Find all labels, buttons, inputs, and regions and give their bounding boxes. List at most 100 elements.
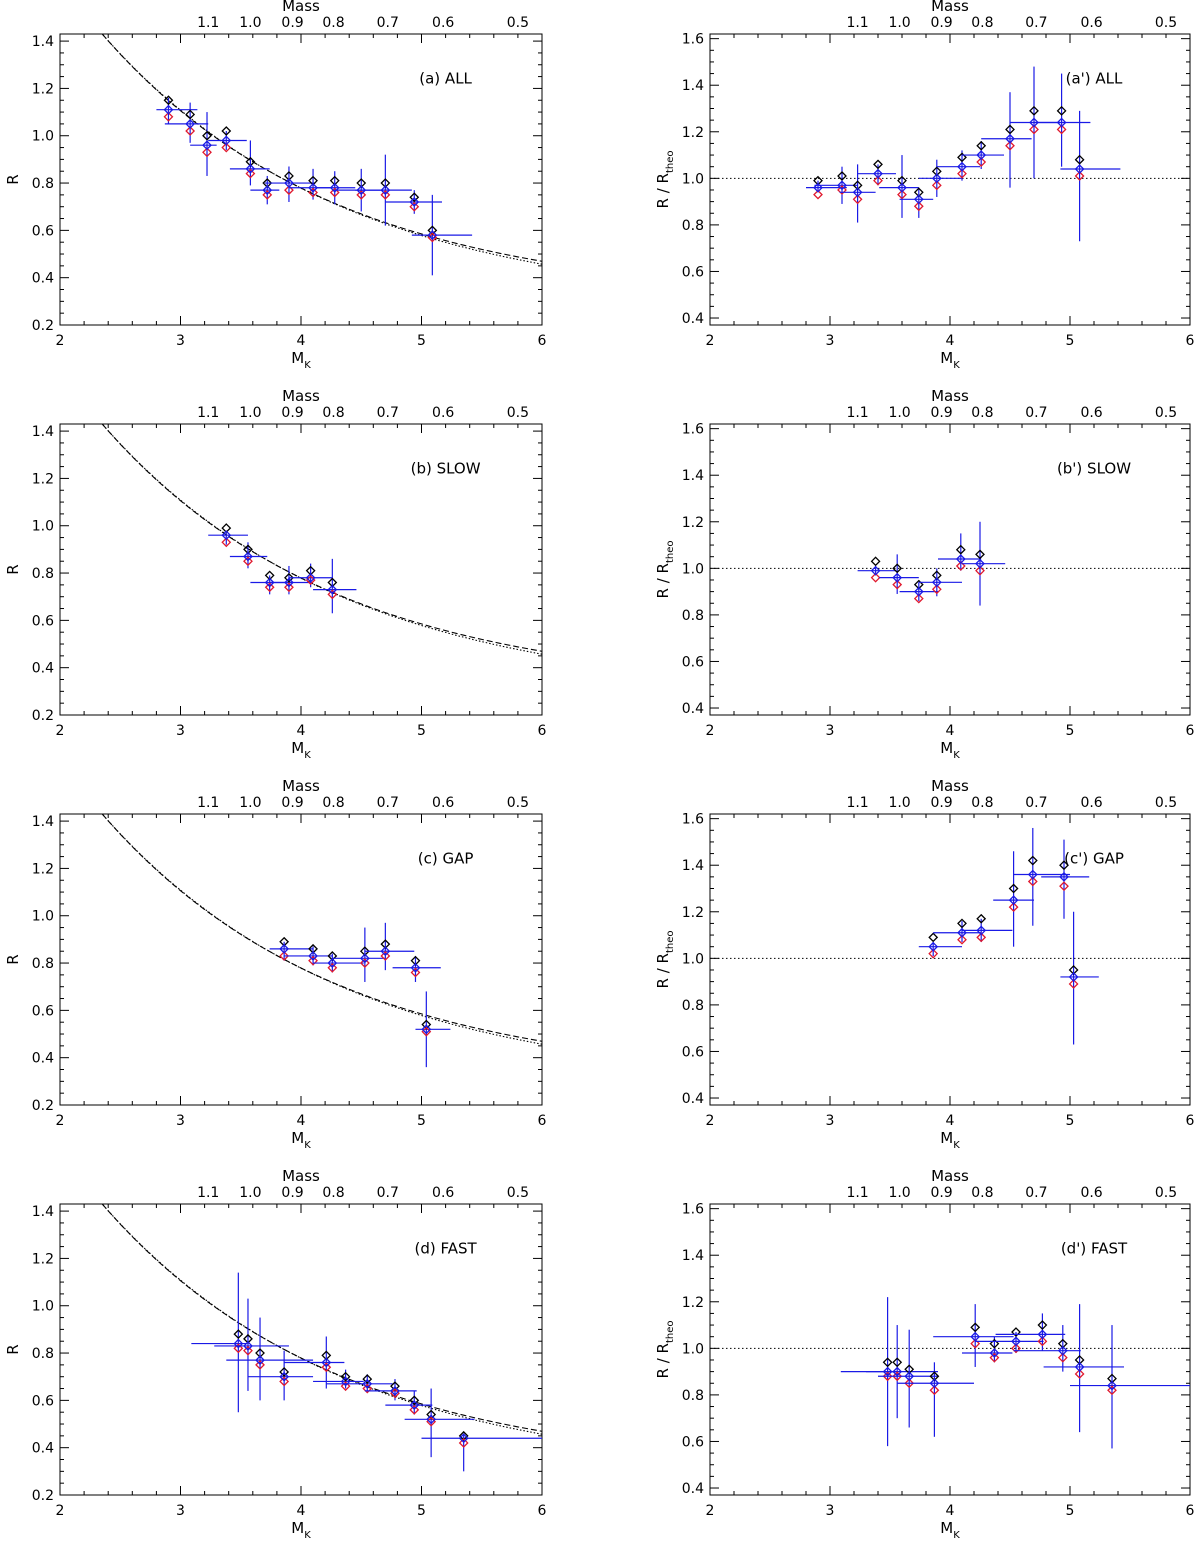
y-tick-label: 1.0	[32, 129, 54, 145]
y-tick-label: 0.8	[682, 608, 704, 624]
y-tick-label: 1.0	[32, 1299, 54, 1315]
blue-diamond-marker	[1107, 1380, 1117, 1391]
data-point	[857, 556, 896, 583]
data-point	[962, 140, 1004, 170]
blue-diamond-marker	[410, 962, 421, 973]
blue-diamond-marker	[1068, 972, 1079, 982]
red-diamond-marker	[233, 1343, 244, 1354]
blue-diamond-marker	[380, 185, 391, 196]
blue-diamond-marker	[340, 1376, 351, 1387]
x-tick-label: 4	[946, 1503, 955, 1519]
red-diamond-marker	[813, 189, 823, 200]
mass-tick-label: 0.9	[930, 15, 952, 31]
y-tick-label: 1.4	[32, 34, 54, 50]
red-diamond-marker	[882, 1371, 893, 1382]
red-diamond-marker	[409, 1404, 420, 1415]
data-point	[226, 1317, 314, 1401]
plot-area	[101, 814, 542, 1068]
mass-tick-label: 1.0	[888, 795, 910, 811]
panel-label: (d) FAST	[414, 1239, 477, 1257]
model-curve-dashed	[101, 34, 542, 262]
blue-diamond-marker	[421, 1024, 432, 1035]
y-tick-label: 0.8	[682, 218, 704, 234]
red-diamond-marker	[913, 593, 924, 604]
red-diamond-marker	[1074, 171, 1085, 181]
black-diamond-marker	[892, 563, 903, 574]
black-diamond-marker	[913, 187, 924, 198]
blue-diamond-marker	[359, 953, 370, 964]
y-tick-label: 1.4	[682, 858, 704, 874]
y-tick-label: 1.2	[32, 1251, 54, 1267]
blue-diamond-marker	[931, 577, 942, 588]
x-tick-label: 5	[1066, 723, 1075, 739]
mass-tick-label: 1.0	[888, 405, 910, 421]
x-tick-label: 6	[1186, 1503, 1195, 1519]
red-diamond-marker	[245, 168, 256, 179]
red-diamond-marker	[892, 579, 903, 590]
black-diamond-marker	[882, 1357, 893, 1368]
blue-diamond-marker	[284, 577, 294, 588]
mass-tick-label: 1.1	[846, 795, 868, 811]
x-tick-label: 4	[946, 723, 955, 739]
x-axis-label: MK	[291, 349, 311, 371]
blue-diamond-marker	[1056, 117, 1067, 128]
mass-tick-label: 0.6	[432, 15, 454, 31]
data-point	[1070, 1325, 1190, 1449]
blue-diamond-marker	[1037, 1329, 1048, 1340]
black-diamond-marker	[897, 175, 907, 186]
model-curve-dotted	[101, 1204, 542, 1435]
y-tick-label: 0.6	[682, 1044, 704, 1060]
data-point	[269, 936, 314, 961]
blue-diamond-marker	[426, 1414, 437, 1425]
plot-area	[101, 34, 542, 276]
blue-diamond-marker	[284, 178, 294, 188]
blue-diamond-marker	[243, 551, 253, 562]
data-point	[229, 542, 268, 569]
data-point	[332, 927, 386, 982]
mass-tick-label: 0.8	[322, 1185, 344, 1201]
y-tick-label: 1.4	[32, 814, 54, 830]
data-point	[404, 1388, 475, 1458]
blue-diamond-marker	[1029, 117, 1039, 128]
red-diamond-marker	[1011, 1343, 1021, 1354]
mass-tick-label: 0.8	[971, 1185, 993, 1201]
data-point	[247, 1350, 314, 1401]
data-point	[313, 1369, 364, 1392]
y-tick-label: 0.6	[682, 1434, 704, 1450]
red-diamond-marker	[870, 572, 881, 583]
y-tick-label: 0.4	[32, 661, 54, 677]
x-tick-label: 2	[56, 1503, 65, 1519]
data-point	[1060, 911, 1099, 1045]
red-diamond-marker	[327, 962, 338, 973]
data-point	[269, 565, 314, 595]
black-diamond-marker	[976, 140, 987, 151]
x-tick-label: 4	[297, 333, 306, 349]
blue-diamond-marker	[221, 530, 232, 541]
x-axis-label: MK	[291, 1129, 311, 1151]
x-tick-label: 5	[1066, 1503, 1075, 1519]
y-tick-label: 1.4	[32, 1204, 54, 1220]
data-point	[411, 194, 473, 276]
y-tick-label: 0.2	[32, 318, 54, 334]
y-axis-label: R	[4, 1344, 22, 1354]
y-tick-label: 0.8	[32, 176, 54, 192]
model-curve-dashed	[101, 814, 542, 1042]
red-diamond-marker	[892, 1371, 903, 1382]
red-diamond-marker	[1027, 876, 1038, 887]
mass-tick-label: 0.5	[507, 405, 529, 421]
black-diamond-marker	[929, 1371, 940, 1382]
blue-diamond-marker	[356, 185, 367, 196]
y-tick-label: 0.6	[32, 613, 54, 629]
x-tick-label: 2	[706, 333, 715, 349]
data-point	[385, 1390, 433, 1415]
black-diamond-marker	[1059, 860, 1069, 871]
y-tick-label: 1.4	[682, 78, 704, 94]
black-diamond-marker	[873, 159, 883, 170]
y-tick-label: 1.2	[682, 905, 704, 921]
x-tick-label: 5	[1066, 333, 1075, 349]
black-diamond-marker	[928, 932, 939, 943]
mass-axis-title: Mass	[931, 777, 969, 795]
panel-8: 2 3 4 5 6 MK 0.4 0.6 0.8 1.0 1.2 1.4 1.6 R / Rtheo Mas…	[654, 1167, 1195, 1541]
mass-tick-label: 0.5	[507, 15, 529, 31]
red-diamond-marker	[904, 1378, 915, 1389]
